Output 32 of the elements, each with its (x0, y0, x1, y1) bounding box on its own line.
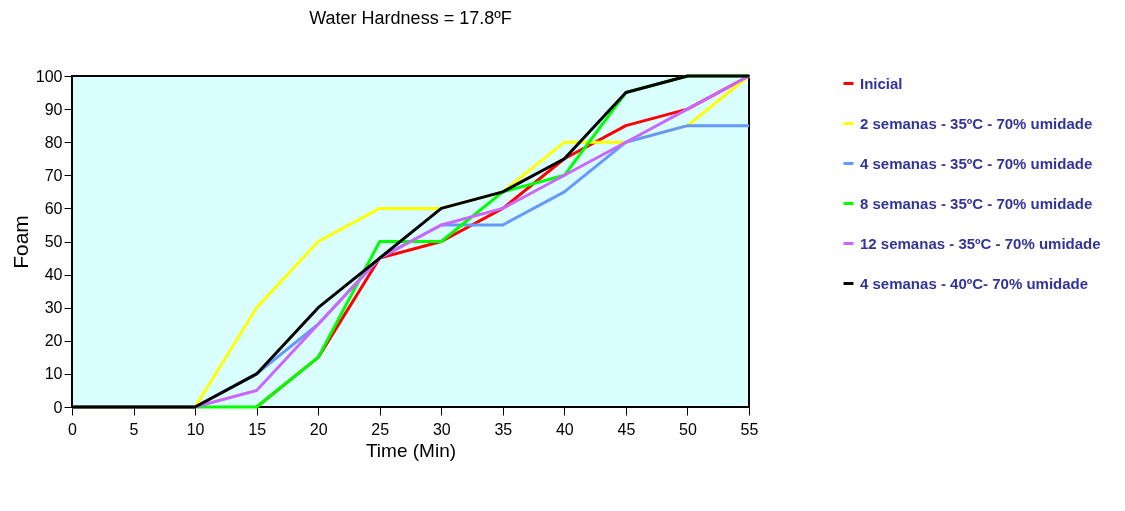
x-tick-label: 35 (494, 420, 513, 438)
x-tick-label: 20 (309, 420, 328, 438)
x-tick-label: 5 (129, 420, 139, 438)
y-tick-label: 40 (44, 266, 63, 284)
y-tick-label: 70 (44, 166, 63, 184)
y-tick-label: 90 (44, 100, 63, 118)
x-tick-label: 45 (617, 420, 636, 438)
y-tick-label: 0 (53, 398, 63, 416)
legend-label: Inicial (860, 74, 903, 92)
y-tick-label: 10 (44, 365, 63, 383)
x-tick-label: 55 (740, 420, 759, 438)
x-tick-label: 30 (432, 420, 451, 438)
chart-title: Water Hardness = 17.8ºF (309, 8, 512, 28)
y-tick-label: 50 (44, 233, 63, 250)
y-tick-label: 80 (44, 133, 63, 151)
legend-label: 8 semanas - 35ºC - 70% umidade (860, 194, 1093, 212)
legend-label: 12 semanas - 35ºC - 70% umidade (860, 234, 1101, 252)
x-tick-label: 10 (186, 420, 205, 438)
y-tick-label: 60 (44, 199, 63, 217)
legend-label: 4 semanas - 35ºC - 70% umidade (860, 154, 1093, 172)
legend-label: 4 semanas - 40ºC- 70% umidade (860, 274, 1089, 292)
x-tick-label: 25 (371, 420, 390, 438)
x-axis-title: Time (Min) (365, 439, 457, 461)
legend-label: 2 semanas - 35ºC - 70% umidade (860, 114, 1093, 132)
x-tick-label: 50 (679, 420, 697, 438)
x-tick-label: 0 (68, 420, 78, 438)
y-axis-title: Foam (8, 215, 32, 269)
y-tick-label: 30 (44, 299, 63, 317)
y-tick-label: 100 (35, 67, 63, 85)
y-tick-label: 20 (44, 332, 63, 350)
x-tick-label: 15 (248, 420, 267, 438)
x-tick-label: 40 (555, 420, 574, 438)
